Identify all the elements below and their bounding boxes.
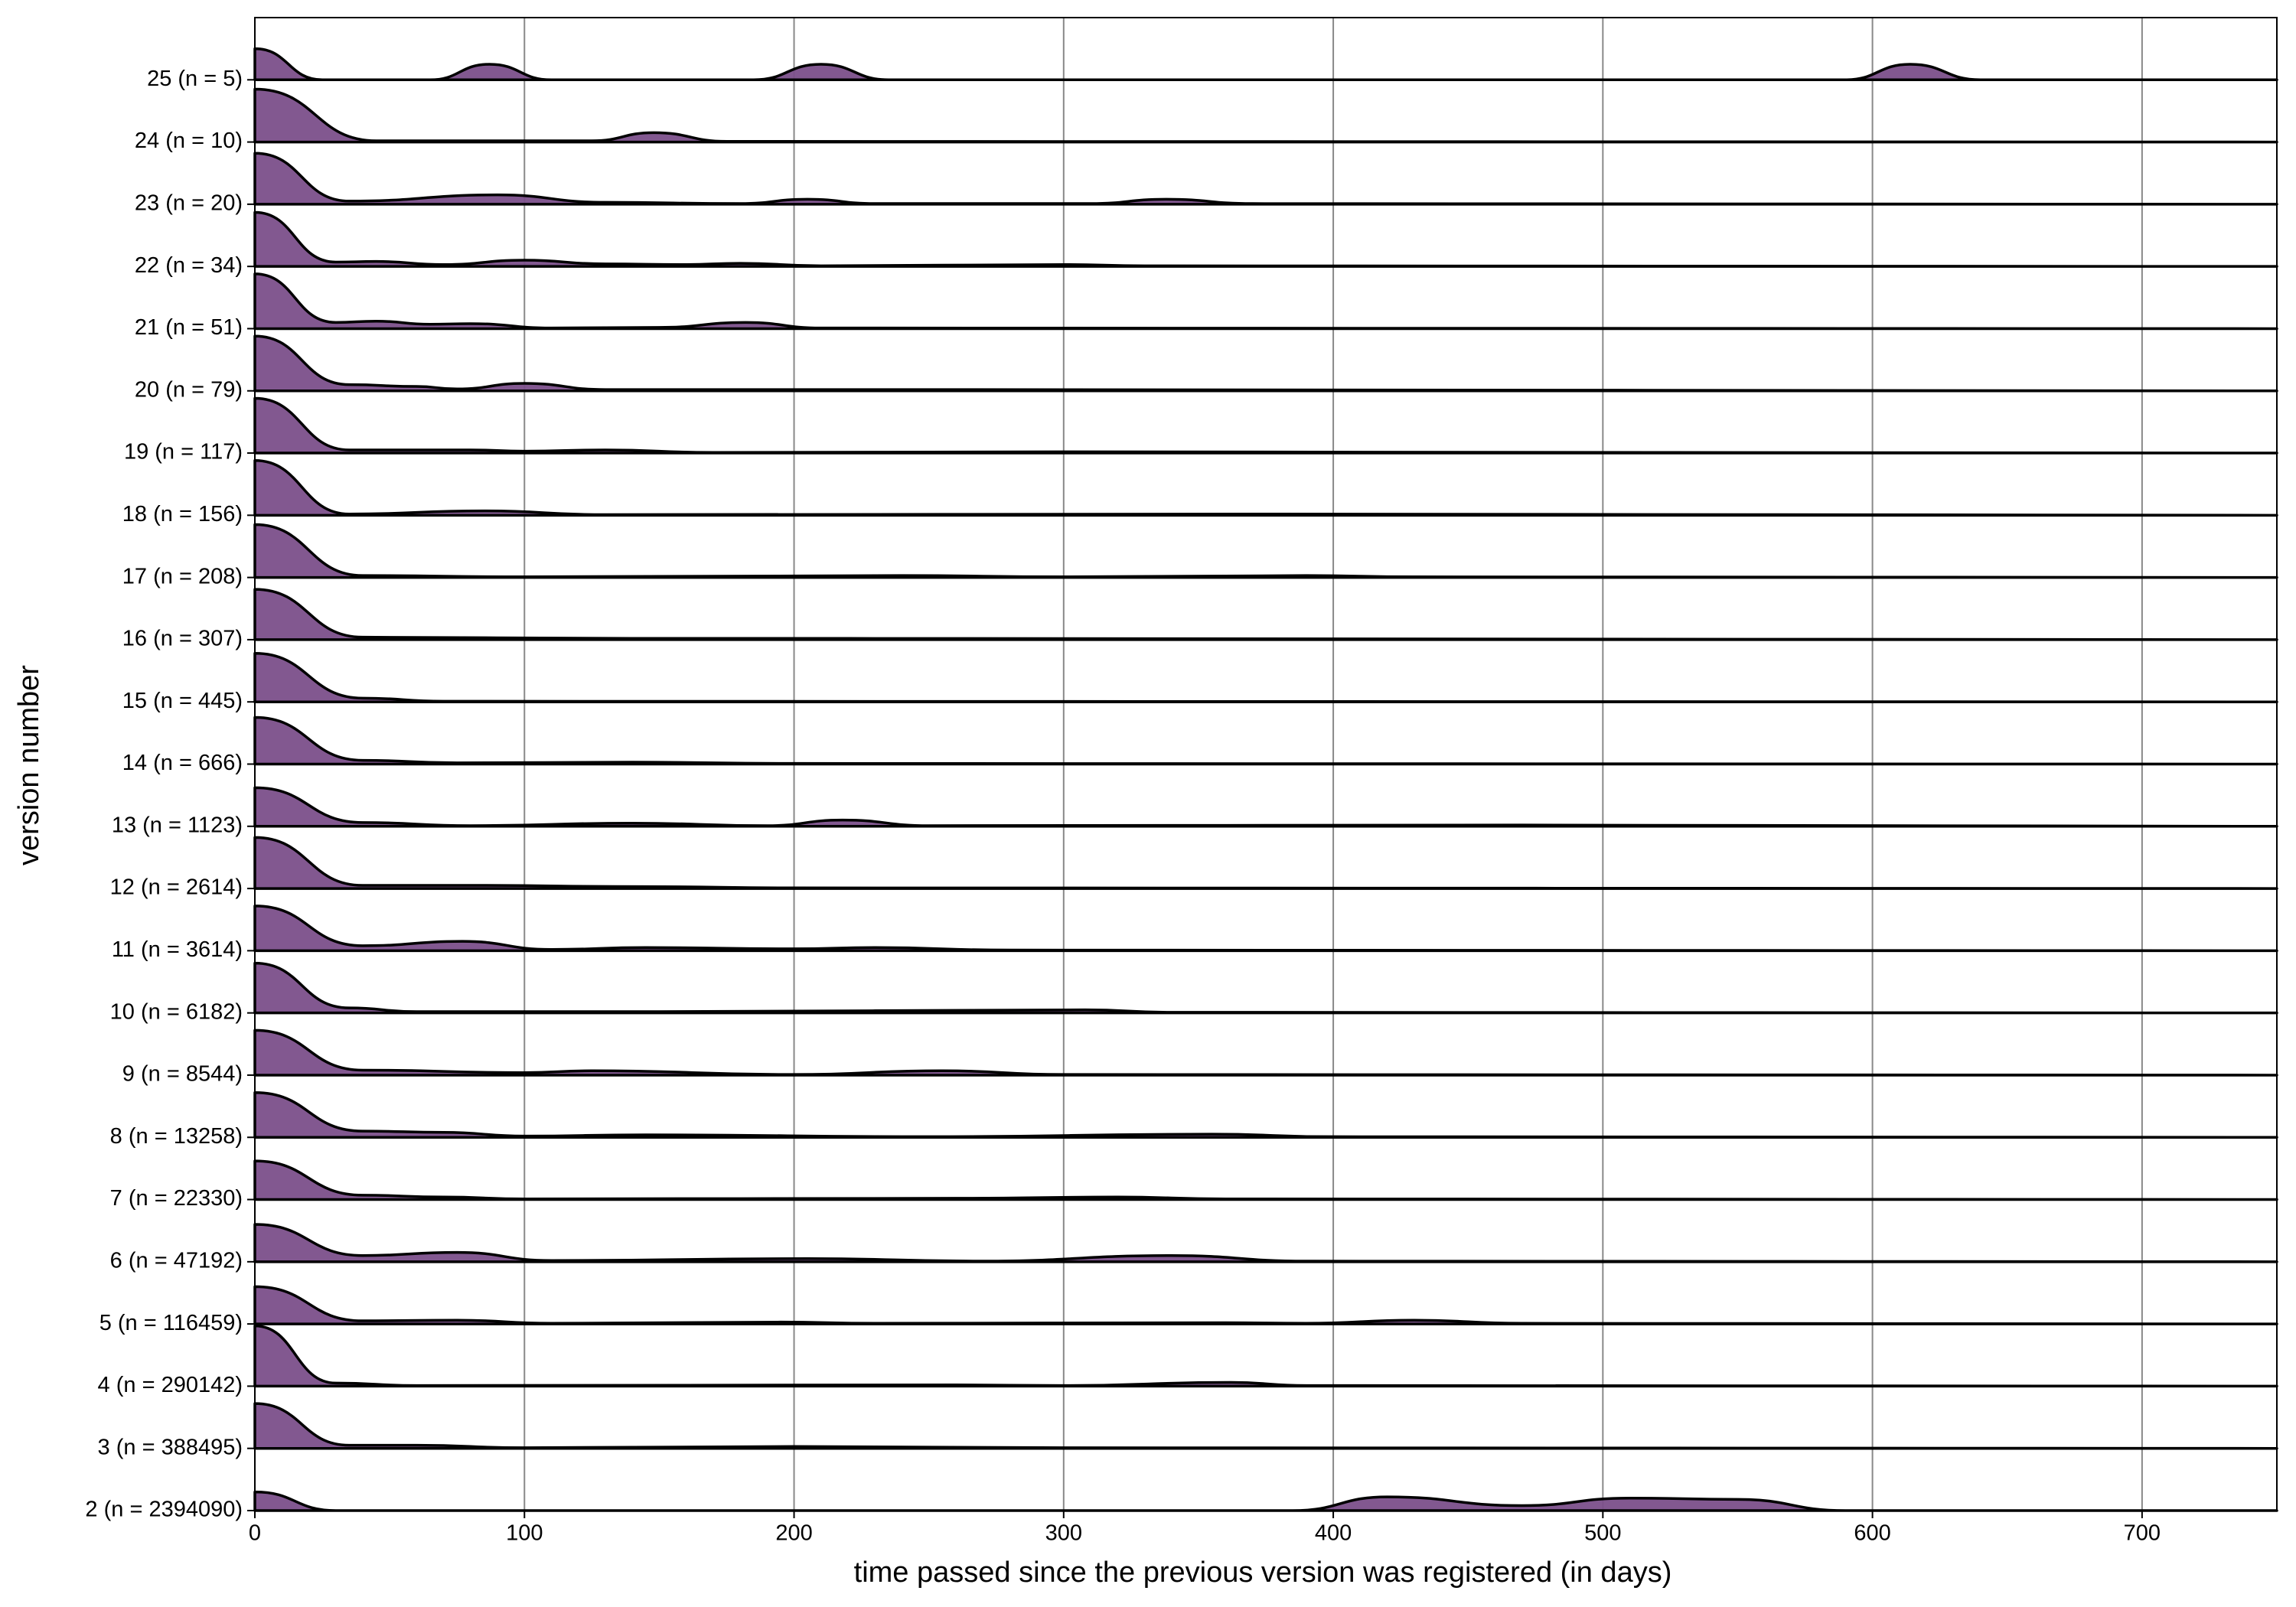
ridge: [253, 152, 2278, 206]
y-tick-label: 8 (n = 13258): [110, 1124, 243, 1149]
y-tick-label: 24 (n = 10): [135, 129, 243, 153]
y-tick-label: 19 (n = 117): [124, 440, 243, 464]
x-tick-label: 300: [1045, 1521, 1082, 1546]
y-axis-label: version number: [13, 665, 45, 865]
y-tick-label: 20 (n = 79): [135, 377, 243, 402]
y-tick-label: 9 (n = 8544): [122, 1062, 243, 1087]
ridge: [253, 1223, 2278, 1263]
y-tick-label: 25 (n = 5): [147, 67, 243, 91]
y-tick-label: 17 (n = 208): [122, 564, 243, 588]
y-tick-label: 10 (n = 6182): [110, 999, 243, 1024]
ridge: [253, 47, 2278, 82]
ridge: [253, 786, 2278, 828]
x-tick-label: 400: [1315, 1521, 1352, 1546]
ridge: [253, 905, 2278, 953]
ridge: [253, 1402, 2278, 1450]
ridge: [253, 87, 2278, 144]
y-tick-label: 3 (n = 388495): [98, 1435, 243, 1459]
ridge: [253, 1090, 2278, 1139]
ridge: [253, 396, 2278, 455]
x-tick-label: 600: [1854, 1521, 1890, 1546]
ridge: [253, 334, 2278, 393]
x-axis-label: time passed since the previous version w…: [854, 1556, 1672, 1589]
plot-frame: [254, 17, 2278, 1511]
y-tick-label: 4 (n = 290142): [98, 1373, 243, 1397]
ridge: [253, 836, 2278, 890]
y-tick-label: 18 (n = 156): [122, 502, 243, 526]
ridge: [253, 210, 2278, 268]
x-tick-label: 500: [1584, 1521, 1621, 1546]
ridge: [253, 652, 2278, 703]
y-tick-label: 22 (n = 34): [135, 253, 243, 278]
ridge: [253, 1159, 2278, 1201]
y-tick-label: 23 (n = 20): [135, 191, 243, 216]
ridge: [253, 459, 2278, 517]
y-tick-label: 7 (n = 22330): [110, 1186, 243, 1211]
ridge: [253, 1324, 2278, 1388]
y-tick-label: 21 (n = 51): [135, 315, 243, 340]
x-tick-label: 200: [775, 1521, 812, 1546]
ridge: [253, 1028, 2278, 1077]
x-tick-label: 0: [249, 1521, 261, 1546]
x-tick-label: 700: [2124, 1521, 2161, 1546]
ridge: [253, 715, 2278, 766]
y-tick-label: 6 (n = 47192): [110, 1248, 243, 1273]
y-tick-label: 12 (n = 2614): [110, 875, 243, 900]
ridge: [253, 272, 2278, 331]
y-tick-label: 5 (n = 116459): [99, 1311, 243, 1335]
ridge: [253, 1285, 2278, 1325]
ridge: [253, 588, 2278, 641]
y-tick-label: 11 (n = 3614): [112, 937, 243, 962]
ridge: [253, 961, 2278, 1015]
y-tick-label: 14 (n = 666): [122, 751, 243, 775]
ridge: [253, 523, 2278, 579]
y-tick-label: 13 (n = 1123): [112, 813, 243, 837]
y-tick-label: 15 (n = 445): [122, 689, 243, 713]
y-tick-label: 2 (n = 2394090): [85, 1498, 243, 1522]
ridge: [253, 1490, 2278, 1512]
y-tick-label: 16 (n = 307): [122, 627, 243, 651]
x-tick-label: 100: [506, 1521, 543, 1546]
